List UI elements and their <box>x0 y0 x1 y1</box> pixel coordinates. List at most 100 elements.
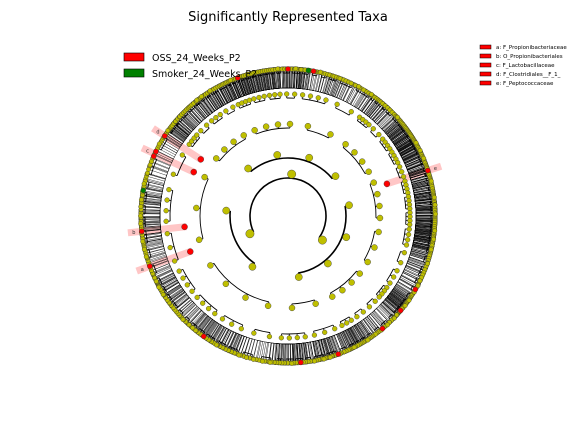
clade-branch <box>415 223 435 225</box>
clade-branch <box>336 80 345 98</box>
clade-branch <box>414 231 434 235</box>
clade-branch <box>145 248 165 254</box>
clade-branch <box>412 245 432 251</box>
clade-branch <box>373 106 387 122</box>
node-oss <box>285 66 291 72</box>
taxon-node <box>246 97 253 103</box>
clade-branch <box>267 70 271 90</box>
taxon-node <box>428 178 434 184</box>
clade-branch <box>227 332 236 351</box>
clade-branch <box>329 76 336 95</box>
clade-branch <box>365 317 378 333</box>
clade-branch <box>371 312 385 327</box>
clade-branch <box>301 69 305 89</box>
taxon-node <box>342 233 351 242</box>
clade-branch <box>175 120 191 134</box>
clade-branch <box>188 107 202 122</box>
clade-branch <box>326 338 333 357</box>
clade-branch <box>411 249 430 255</box>
clade-branch <box>231 334 240 352</box>
clade-branch <box>304 342 308 362</box>
clade-branch <box>145 181 164 186</box>
clade-branch <box>157 147 175 158</box>
clade-branch <box>142 232 162 236</box>
clade-branch <box>383 117 398 131</box>
clade-branch <box>210 90 221 108</box>
clade-branch <box>332 78 341 97</box>
clade-branch <box>376 307 391 322</box>
taxon-node <box>315 95 321 101</box>
clade-branch <box>405 158 424 167</box>
clade-branch <box>178 300 193 314</box>
clade-branch <box>203 320 215 337</box>
clade-branch <box>387 296 403 309</box>
clade-branch <box>312 341 317 361</box>
clade-branch <box>197 99 210 115</box>
clade-branch <box>156 272 174 282</box>
clade-branch <box>414 235 434 240</box>
clade-branch <box>414 194 434 198</box>
clade-branch <box>237 336 245 355</box>
clade-branch <box>392 131 409 143</box>
clade-branch <box>398 142 416 152</box>
clade-branch <box>329 337 336 356</box>
clade-branch <box>186 109 200 124</box>
taxon-node <box>222 280 230 288</box>
clade-branch <box>301 343 304 363</box>
clade-branch <box>333 335 341 354</box>
clade-branch <box>325 75 332 94</box>
taxon-node <box>156 141 162 147</box>
taxon-node <box>318 69 323 75</box>
clade-branch <box>412 183 432 189</box>
clade-branch <box>231 80 240 98</box>
clade-branch <box>415 200 435 203</box>
clade-branch <box>331 336 339 355</box>
clade-branch <box>409 254 429 261</box>
clade-branch <box>399 144 417 155</box>
taxon-node <box>405 231 412 238</box>
clade-branch <box>415 224 435 227</box>
clade-branch <box>165 286 182 298</box>
clade-branch <box>352 326 363 344</box>
clade-branch <box>406 264 424 273</box>
clade-branch <box>196 101 209 117</box>
clade-branch <box>388 294 405 307</box>
taxon-node <box>372 298 378 304</box>
clade-branch <box>154 154 172 163</box>
clade-branch <box>415 230 435 234</box>
clade-branch <box>243 75 250 95</box>
node-oss <box>200 333 207 340</box>
clade-branch <box>396 284 413 295</box>
clade-branch <box>252 340 258 359</box>
clade-branch <box>141 203 161 206</box>
clade-branch <box>155 270 173 280</box>
clade-branch <box>314 341 319 360</box>
clade-branch <box>147 252 166 259</box>
clade-branch <box>145 246 164 252</box>
clade-branch <box>166 132 183 144</box>
clade-branch <box>293 69 295 89</box>
clade-branch <box>146 175 165 182</box>
clade-branch <box>170 292 186 305</box>
clade-branch <box>415 208 435 210</box>
clade-branch <box>158 277 176 287</box>
taxon-node <box>172 258 178 264</box>
clade-branch <box>208 323 220 340</box>
node-smoker <box>305 67 312 74</box>
taxon-node <box>287 169 297 179</box>
clade-branch <box>410 252 429 259</box>
clade-branch <box>328 337 336 356</box>
clade-branch <box>173 123 189 136</box>
clade-branch <box>393 132 410 144</box>
clade-branch <box>143 239 163 243</box>
clade-branch <box>198 99 211 115</box>
clade-branch <box>413 239 433 244</box>
taxon-node <box>140 239 146 244</box>
clade-branch <box>195 315 208 331</box>
clade-branch <box>413 189 433 194</box>
clade-branch <box>272 343 275 363</box>
clade-branch <box>142 195 162 199</box>
clade-branch <box>401 147 419 157</box>
taxon-node <box>180 275 186 281</box>
